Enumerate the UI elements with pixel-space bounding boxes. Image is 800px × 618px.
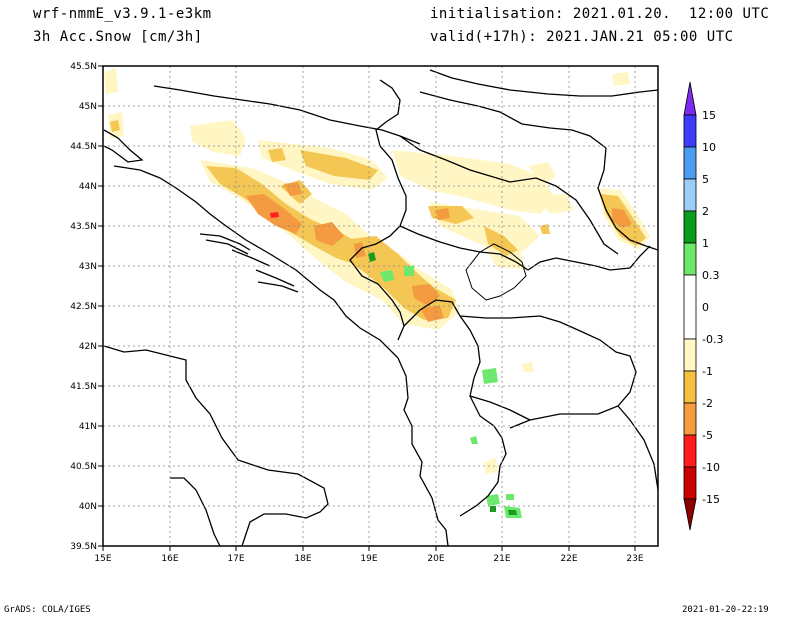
x-tick-label: 20E xyxy=(427,554,444,564)
colorbar-label: 0.3 xyxy=(702,269,720,282)
colorbar-labels: 15 10 5 2 1 0.3 0 -0.3 -1 -2 -5 -10 -15 xyxy=(702,109,723,506)
colorbar-cell xyxy=(683,178,697,212)
colorbar-cell xyxy=(683,338,697,372)
valid-time: valid(+17h): 2021.JAN.21 05:00 UTC xyxy=(430,29,734,45)
y-tick-label: 41.5N xyxy=(70,382,97,392)
colorbar-cell xyxy=(683,210,697,244)
colorbar xyxy=(683,81,697,531)
y-tick-label: 39.5N xyxy=(70,542,97,552)
colorbar-cell xyxy=(683,434,697,468)
x-tick-label: 22E xyxy=(560,554,577,564)
colorbar-cell xyxy=(683,370,697,404)
y-tick-label: 42N xyxy=(79,342,97,352)
y-tick-label: 45.5N xyxy=(70,62,97,72)
colorbar-label: -0.3 xyxy=(702,333,723,346)
snow-red-areas xyxy=(270,212,279,218)
colorbar-top-arrow xyxy=(683,81,697,116)
y-tick-labels: 39.5N 40N 40.5N 41N 41.5N 42N 42.5N 43N … xyxy=(70,62,97,552)
y-tick-label: 42.5N xyxy=(70,302,97,312)
x-tick-label: 17E xyxy=(227,554,244,564)
colorbar-label: 1 xyxy=(702,237,709,250)
tick-marks xyxy=(98,65,636,551)
footer-credit: GrADS: COLA/IGES xyxy=(4,605,91,615)
colorbar-label: 10 xyxy=(702,141,716,154)
field-name: 3h Acc.Snow [cm/3h] xyxy=(33,29,203,45)
colorbar-label: 15 xyxy=(702,109,716,122)
colorbar-bottom-arrow xyxy=(683,498,697,531)
y-tick-label: 41N xyxy=(79,422,97,432)
x-tick-label: 16E xyxy=(161,554,178,564)
colorbar-label: 5 xyxy=(702,173,709,186)
colorbar-cell xyxy=(683,114,697,148)
x-tick-label: 19E xyxy=(360,554,377,564)
colorbar-label: -5 xyxy=(702,429,713,442)
model-name: wrf-nmmE_v3.9.1-e3km xyxy=(33,6,212,22)
colorbar-label: -10 xyxy=(702,461,720,474)
colorbar-cell xyxy=(683,402,697,436)
y-tick-label: 44.5N xyxy=(70,142,97,152)
x-tick-label: 23E xyxy=(626,554,643,564)
coastlines-and-borders xyxy=(103,69,658,546)
x-tick-label: 18E xyxy=(294,554,311,564)
y-tick-label: 43.5N xyxy=(70,222,97,232)
x-tick-labels: 15E 16E 17E 18E 19E 20E 21E 22E 23E xyxy=(94,554,643,564)
y-tick-label: 43N xyxy=(79,262,97,272)
colorbar-label: -2 xyxy=(702,397,713,410)
footer-timestamp: 2021-01-20-22:19 xyxy=(682,605,769,615)
init-time: initialisation: 2021.01.20. 12:00 UTC xyxy=(430,6,770,22)
colorbar-label: 0 xyxy=(702,301,709,314)
x-tick-label: 15E xyxy=(94,554,111,564)
grid-lines xyxy=(103,66,658,546)
colorbar-cell xyxy=(683,242,697,276)
colorbar-label: -1 xyxy=(702,365,713,378)
y-tick-label: 45N xyxy=(79,102,97,112)
y-tick-label: 40.5N xyxy=(70,462,97,472)
snow-green-areas xyxy=(368,252,522,518)
colorbar-cell xyxy=(683,274,697,340)
colorbar-cell xyxy=(683,146,697,180)
y-tick-label: 40N xyxy=(79,502,97,512)
x-tick-label: 21E xyxy=(493,554,510,564)
colorbar-label: -15 xyxy=(702,493,720,506)
colorbar-cell xyxy=(683,466,697,500)
y-tick-label: 44N xyxy=(79,182,97,192)
colorbar-label: 2 xyxy=(702,205,709,218)
